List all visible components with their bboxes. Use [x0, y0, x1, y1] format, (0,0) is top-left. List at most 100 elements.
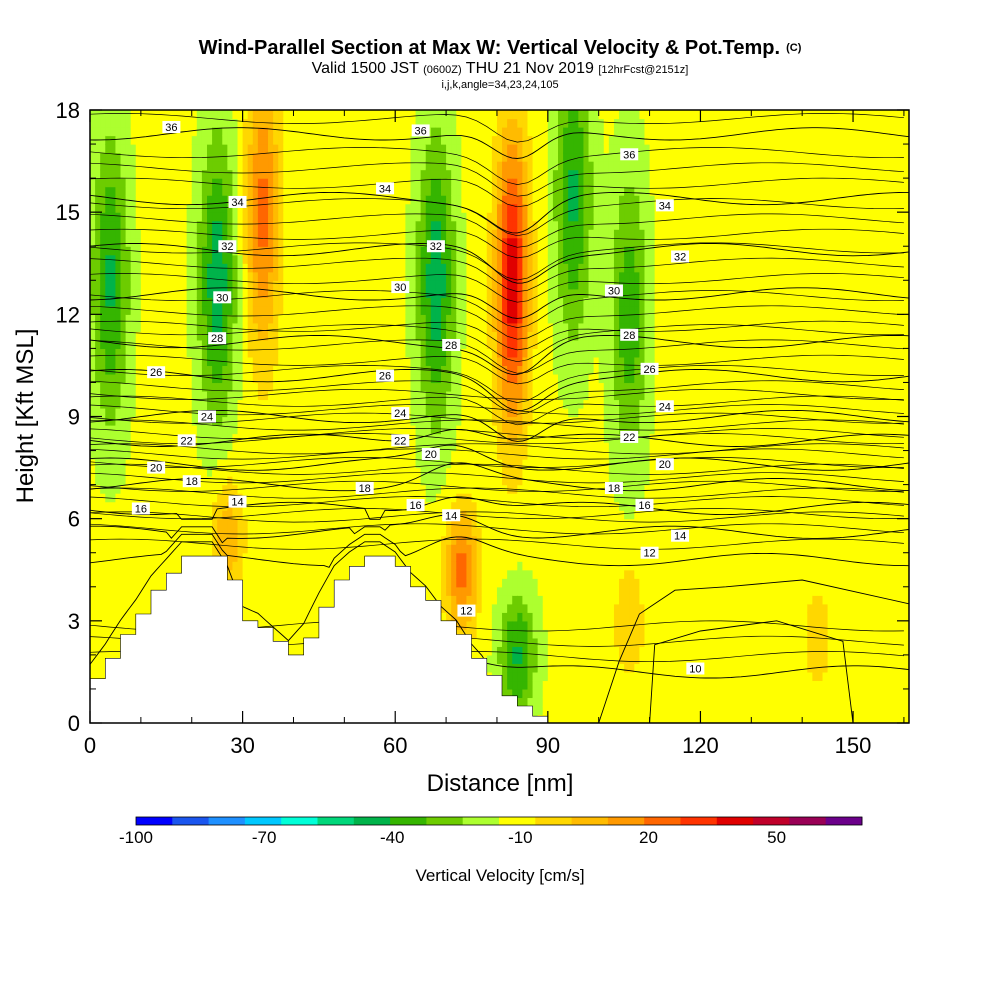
velocity-cell — [100, 637, 106, 647]
velocity-cell — [273, 407, 279, 418]
velocity-cell — [364, 450, 371, 460]
velocity-cell — [293, 629, 300, 639]
velocity-cell — [222, 280, 228, 290]
velocity-cell — [354, 246, 361, 256]
velocity-cell — [100, 220, 106, 230]
velocity-cell — [156, 237, 162, 247]
velocity-cell — [181, 288, 188, 298]
velocity-cell — [374, 331, 381, 341]
velocity-cell — [405, 144, 412, 154]
velocity-cell — [379, 484, 386, 494]
velocity-cell — [212, 169, 218, 179]
velocity-cell — [262, 390, 269, 401]
velocity-cell — [222, 518, 228, 528]
velocity-cell — [400, 246, 406, 256]
velocity-cell — [191, 348, 198, 358]
velocity-cell — [232, 459, 239, 469]
velocity-cell — [181, 399, 188, 409]
velocity-cell — [176, 476, 183, 486]
velocity-cell — [339, 339, 345, 349]
velocity-cell — [435, 586, 442, 596]
velocity-cell — [135, 212, 142, 222]
velocity-cell — [140, 382, 147, 392]
velocity-cell — [318, 152, 325, 162]
velocity-cell — [369, 169, 376, 179]
velocity-cell — [110, 442, 117, 452]
velocity-cell — [242, 271, 249, 281]
velocity-cell — [176, 152, 183, 162]
velocity-cell — [303, 527, 310, 537]
velocity-cell — [145, 331, 152, 341]
velocity-cell — [339, 450, 345, 460]
velocity-cell — [415, 118, 422, 128]
velocity-cell — [140, 314, 147, 324]
velocity-cell — [395, 450, 401, 460]
velocity-cell — [379, 195, 386, 205]
velocity-cell — [100, 263, 106, 273]
velocity-cell — [171, 501, 178, 511]
velocity-cell — [115, 425, 122, 435]
velocity-cell — [115, 331, 122, 341]
velocity-cell — [140, 110, 147, 120]
velocity-cell — [222, 203, 228, 213]
velocity-cell — [242, 254, 249, 264]
velocity-cell — [222, 390, 228, 401]
velocity-cell — [430, 322, 437, 332]
velocity-cell — [425, 425, 432, 435]
velocity-cell — [166, 280, 172, 290]
velocity-cell — [268, 254, 274, 264]
velocity-cell — [95, 127, 101, 137]
velocity-cell — [212, 365, 218, 375]
velocity-cell — [303, 407, 310, 418]
velocity-cell — [257, 569, 264, 579]
velocity-cell — [135, 467, 142, 477]
velocity-cell — [359, 280, 366, 290]
velocity-cell — [151, 135, 157, 145]
velocity-cell — [166, 297, 172, 307]
velocity-cell — [435, 127, 442, 137]
velocity-cell — [257, 237, 264, 247]
velocity-cell — [140, 595, 147, 605]
velocity-cell — [334, 459, 340, 469]
velocity-cell — [425, 356, 432, 367]
velocity-cell — [329, 203, 335, 213]
velocity-cell — [435, 339, 442, 349]
velocity-cell — [217, 527, 223, 537]
valid-date-label: THU 21 Nov 2019 — [465, 60, 594, 77]
velocity-cell — [110, 586, 117, 596]
velocity-cell — [191, 314, 198, 324]
velocity-cell — [135, 442, 142, 452]
velocity-cell — [135, 459, 142, 469]
velocity-cell — [145, 586, 152, 596]
velocity-cell — [196, 263, 203, 273]
velocity-cell — [110, 271, 117, 281]
velocity-cell — [135, 263, 142, 273]
velocity-cell — [344, 467, 351, 477]
velocity-cell — [359, 237, 366, 247]
velocity-cell — [374, 527, 381, 537]
velocity-cell — [425, 569, 432, 579]
velocity-cell — [227, 161, 234, 171]
velocity-cell — [435, 518, 442, 528]
velocity-cell — [359, 544, 366, 554]
velocity-cell — [329, 382, 335, 392]
velocity-cell — [420, 186, 427, 196]
velocity-cell — [135, 544, 142, 554]
velocity-cell — [268, 365, 274, 375]
velocity-cell — [303, 399, 310, 409]
velocity-cell — [120, 620, 127, 630]
velocity-cell — [349, 144, 356, 154]
velocity-cell — [273, 254, 279, 264]
velocity-cell — [227, 416, 234, 426]
velocity-cell — [257, 288, 264, 298]
velocity-cell — [247, 450, 254, 460]
velocity-cell — [308, 305, 315, 315]
velocity-cell — [298, 603, 305, 613]
velocity-cell — [400, 476, 406, 486]
velocity-cell — [400, 527, 406, 537]
velocity-cell — [369, 450, 376, 460]
velocity-cell — [242, 433, 249, 443]
velocity-cell — [186, 314, 193, 324]
velocity-cell — [115, 220, 122, 230]
velocity-cell — [257, 578, 264, 588]
